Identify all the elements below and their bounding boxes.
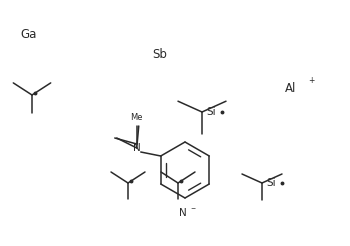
Text: Sb: Sb <box>152 48 167 61</box>
Text: +: + <box>308 76 314 85</box>
Text: N: N <box>133 143 141 153</box>
Text: Me: Me <box>131 113 143 122</box>
Text: Ga: Ga <box>20 28 36 41</box>
Text: Si: Si <box>266 178 276 188</box>
Text: N: N <box>179 208 187 218</box>
Text: Al: Al <box>285 82 296 95</box>
Text: Si: Si <box>206 107 216 117</box>
Text: −: − <box>190 205 195 210</box>
